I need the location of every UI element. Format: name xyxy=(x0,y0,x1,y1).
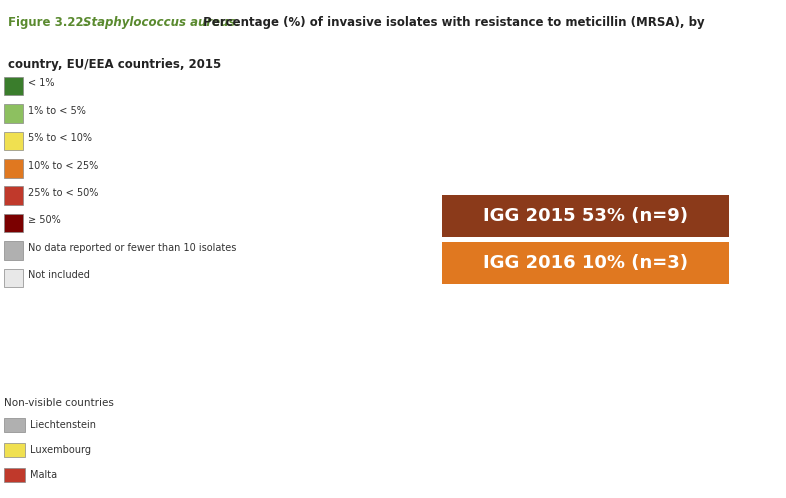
FancyBboxPatch shape xyxy=(4,186,23,205)
Text: Non-visible countries: Non-visible countries xyxy=(4,398,114,408)
Text: Malta: Malta xyxy=(30,470,57,480)
Text: Figure 3.22.: Figure 3.22. xyxy=(8,16,92,29)
Text: IGG 2015 53% (n=9): IGG 2015 53% (n=9) xyxy=(483,207,688,225)
Text: Not included: Not included xyxy=(28,270,90,280)
FancyBboxPatch shape xyxy=(4,104,23,123)
Text: No data reported or fewer than 10 isolates: No data reported or fewer than 10 isolat… xyxy=(28,243,236,253)
FancyBboxPatch shape xyxy=(443,195,729,237)
FancyBboxPatch shape xyxy=(4,159,23,178)
Text: Luxembourg: Luxembourg xyxy=(30,445,91,455)
FancyBboxPatch shape xyxy=(4,241,23,260)
FancyBboxPatch shape xyxy=(4,468,24,482)
Text: Liechtenstein: Liechtenstein xyxy=(30,420,96,430)
Text: 1% to < 5%: 1% to < 5% xyxy=(28,106,86,116)
FancyBboxPatch shape xyxy=(4,443,24,457)
Text: < 1%: < 1% xyxy=(28,78,54,89)
Text: 25% to < 50%: 25% to < 50% xyxy=(28,188,98,198)
Text: Percentage (%) of invasive isolates with resistance to meticillin (MRSA), by: Percentage (%) of invasive isolates with… xyxy=(199,16,704,29)
Text: Staphylococcus aureus.: Staphylococcus aureus. xyxy=(83,16,240,29)
Text: ≥ 50%: ≥ 50% xyxy=(28,215,61,226)
Text: 5% to < 10%: 5% to < 10% xyxy=(28,133,91,143)
FancyBboxPatch shape xyxy=(443,242,729,284)
Text: IGG 2016 10% (n=3): IGG 2016 10% (n=3) xyxy=(483,254,688,272)
Text: 10% to < 25%: 10% to < 25% xyxy=(28,160,97,171)
FancyBboxPatch shape xyxy=(4,418,24,432)
FancyBboxPatch shape xyxy=(4,214,23,233)
FancyBboxPatch shape xyxy=(4,268,23,287)
FancyBboxPatch shape xyxy=(4,77,23,96)
FancyBboxPatch shape xyxy=(4,131,23,150)
Text: country, EU/EEA countries, 2015: country, EU/EEA countries, 2015 xyxy=(8,58,221,71)
